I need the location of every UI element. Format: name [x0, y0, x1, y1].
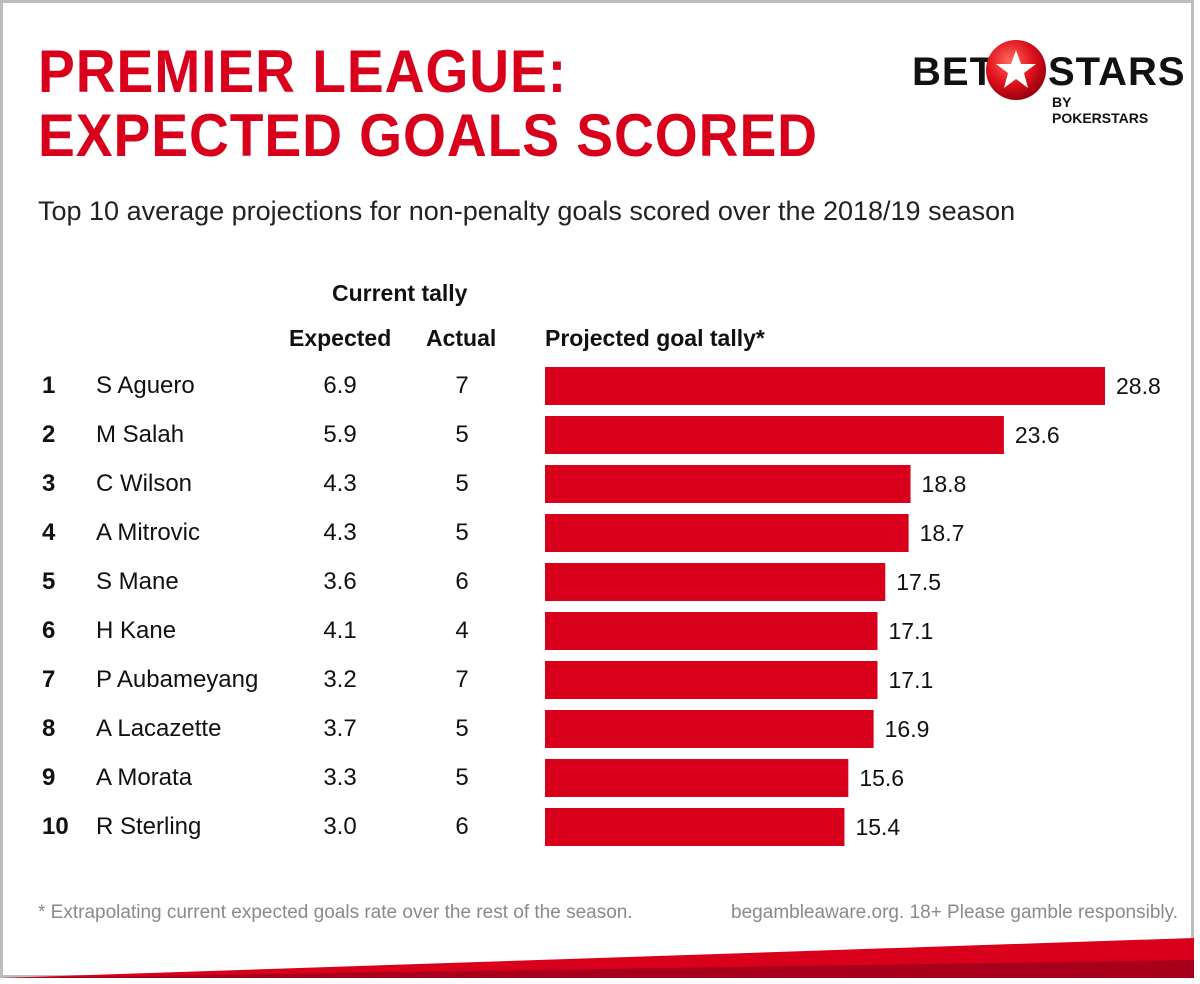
bar-value-label: 23.6 [1015, 422, 1060, 448]
player-name: S Aguero [96, 372, 195, 399]
bar-value-label: 17.1 [889, 667, 934, 693]
footnote: * Extrapolating current expected goals r… [38, 902, 633, 923]
actual-value: 5 [455, 421, 469, 448]
row-rank: 10 [42, 813, 69, 840]
bar-value-label: 28.8 [1116, 373, 1161, 399]
player-name: P Aubameyang [96, 666, 259, 693]
row-rank: 8 [42, 715, 56, 742]
player-name: H Kane [96, 617, 177, 644]
expected-value: 3.7 [323, 715, 357, 742]
bar-value-label: 18.8 [922, 471, 967, 497]
bar [545, 416, 1004, 454]
expected-value: 4.3 [323, 470, 357, 497]
row-rank: 1 [42, 372, 56, 399]
player-name: A Morata [96, 764, 193, 791]
column-header-actual: Actual [426, 325, 497, 351]
expected-value: 3.3 [323, 764, 357, 791]
bar-value-label: 17.5 [896, 569, 941, 595]
expected-value: 3.6 [323, 568, 357, 595]
row-rank: 6 [42, 617, 56, 644]
column-group-current-tally: Current tally [332, 280, 468, 306]
bar [545, 710, 874, 748]
bar [545, 514, 909, 552]
row-rank: 5 [42, 568, 56, 595]
bar-value-label: 16.9 [885, 716, 930, 742]
row-rank: 3 [42, 470, 56, 497]
bar [545, 465, 911, 503]
actual-value: 7 [455, 372, 469, 399]
bar [545, 808, 845, 846]
title-line-1: PREMIER LEAGUE: [38, 38, 568, 105]
bar [545, 563, 886, 601]
player-name: R Sterling [96, 813, 202, 840]
player-name: M Salah [96, 421, 185, 448]
column-header-projected: Projected goal tally* [545, 325, 765, 351]
logo-bet-text: BET [912, 50, 995, 94]
bar [545, 661, 878, 699]
bar-value-label: 15.6 [859, 765, 904, 791]
bar-value-label: 18.7 [920, 520, 965, 546]
bar [545, 367, 1105, 405]
expected-value: 3.2 [323, 666, 357, 693]
expected-value: 4.3 [323, 519, 357, 546]
expected-value: 4.1 [323, 617, 357, 644]
player-name: A Mitrovic [96, 519, 201, 546]
expected-value: 5.9 [323, 421, 357, 448]
betstars-logo: BET STARS BY POKERSTARS [910, 38, 1185, 126]
player-name: A Lacazette [96, 715, 222, 742]
actual-value: 5 [455, 470, 469, 497]
actual-value: 5 [455, 519, 469, 546]
column-header-expected: Expected [289, 325, 392, 351]
row-rank: 9 [42, 764, 56, 791]
bar-value-label: 17.1 [889, 618, 934, 644]
disclaimer: begambleaware.org. 18+ Please gamble res… [731, 902, 1178, 923]
star-ball-icon [986, 40, 1046, 100]
player-name: S Mane [96, 568, 179, 595]
chart-title: PREMIER LEAGUE: EXPECTED GOALS SCORED [38, 40, 818, 168]
actual-value: 6 [455, 568, 469, 595]
title-line-2: EXPECTED GOALS SCORED [38, 102, 818, 169]
bar [545, 759, 849, 797]
bar [545, 612, 878, 650]
logo-stars-text: STARS [1048, 50, 1186, 94]
expected-value: 6.9 [323, 372, 357, 399]
row-rank: 7 [42, 666, 56, 693]
expected-value: 3.0 [323, 813, 357, 840]
logo-byline: BY POKERSTARS [1052, 94, 1149, 126]
actual-value: 7 [455, 666, 469, 693]
chart-subtitle: Top 10 average projections for non-penal… [38, 196, 1016, 226]
actual-value: 5 [455, 715, 469, 742]
actual-value: 6 [455, 813, 469, 840]
bar-value-label: 15.4 [855, 814, 900, 840]
actual-value: 4 [455, 617, 469, 644]
player-name: C Wilson [96, 470, 193, 497]
actual-value: 5 [455, 764, 469, 791]
bottom-accent-strip [0, 938, 1194, 978]
row-rank: 2 [42, 421, 56, 448]
row-rank: 4 [42, 519, 56, 546]
